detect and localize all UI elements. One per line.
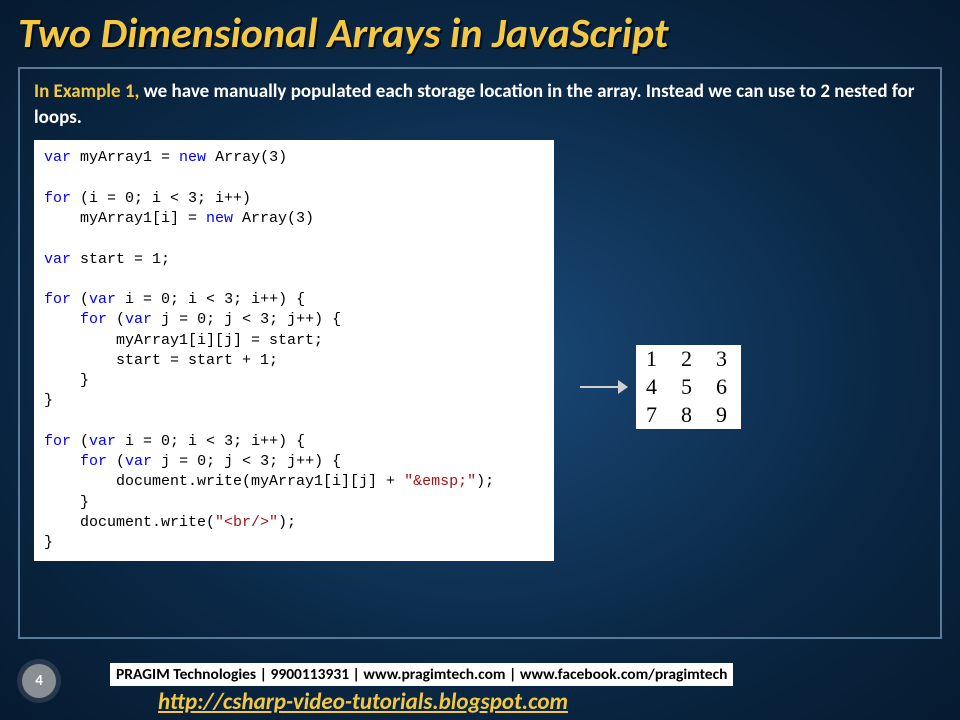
code-token: start = start + 1; bbox=[44, 352, 278, 369]
code-token: var bbox=[89, 433, 125, 450]
output-table: 123456789 bbox=[636, 345, 741, 429]
code-token: document.write( bbox=[44, 514, 215, 531]
code-token: ( bbox=[116, 311, 125, 328]
code-token: myArray1[i][j] = start; bbox=[44, 332, 323, 349]
footer: 4 PRAGIM Technologies | 9900113931 | www… bbox=[0, 658, 960, 720]
code-token: for bbox=[44, 190, 80, 207]
table-cell: 1 bbox=[636, 345, 671, 373]
code-token: } bbox=[44, 392, 53, 409]
code-token: Array(3) bbox=[215, 149, 287, 166]
code-token: document.write(myArray1[i][j] + bbox=[44, 473, 404, 490]
code-token: ( bbox=[80, 433, 89, 450]
table-cell: 3 bbox=[706, 345, 741, 373]
intro-rest: we have manually populated each storage … bbox=[34, 80, 915, 129]
code-token bbox=[44, 311, 80, 328]
code-token: } bbox=[44, 534, 53, 551]
code-token: (i = 0; i < 3; i++) bbox=[80, 190, 251, 207]
table-cell: 8 bbox=[671, 401, 706, 429]
content-panel: In Example 1, we have manually populated… bbox=[18, 67, 942, 639]
code-token: new bbox=[206, 210, 242, 227]
code-token: start = 1; bbox=[80, 251, 170, 268]
code-token: myArray1 = bbox=[80, 149, 179, 166]
code-token: for bbox=[44, 291, 80, 308]
table-row: 789 bbox=[636, 401, 741, 429]
code-token: Array(3) bbox=[242, 210, 314, 227]
table-row: 456 bbox=[636, 373, 741, 401]
code-token: ( bbox=[80, 291, 89, 308]
footer-company: PRAGIM Technologies | 9900113931 | www.p… bbox=[110, 663, 733, 686]
code-token: for bbox=[80, 453, 116, 470]
code-snippet: var myArray1 = new Array(3) for (i = 0; … bbox=[34, 140, 554, 561]
footer-link[interactable]: http://csharp-video-tutorials.blogspot.c… bbox=[158, 688, 568, 716]
code-token: new bbox=[179, 149, 215, 166]
code-token: j = 0; j < 3; j++) { bbox=[161, 311, 341, 328]
code-token: for bbox=[44, 433, 80, 450]
code-token: "<br/>" bbox=[215, 514, 278, 531]
code-token: myArray1[i] = bbox=[44, 210, 206, 227]
page-number-badge: 4 bbox=[22, 664, 56, 698]
arrow-icon bbox=[580, 380, 628, 394]
code-token: } bbox=[44, 494, 89, 511]
code-token: i = 0; i < 3; i++) { bbox=[125, 433, 305, 450]
code-token: var bbox=[125, 311, 161, 328]
code-token: ( bbox=[116, 453, 125, 470]
code-token: ); bbox=[476, 473, 494, 490]
code-token: j = 0; j < 3; j++) { bbox=[161, 453, 341, 470]
code-token: ); bbox=[278, 514, 296, 531]
table-cell: 5 bbox=[671, 373, 706, 401]
slide-title: Two Dimensional Arrays in JavaScript bbox=[0, 0, 960, 59]
table-cell: 2 bbox=[671, 345, 706, 373]
table-cell: 6 bbox=[706, 373, 741, 401]
table-cell: 7 bbox=[636, 401, 671, 429]
output-wrap: 123456789 bbox=[580, 345, 741, 429]
code-token bbox=[44, 453, 80, 470]
intro-highlight: In Example 1, bbox=[34, 80, 144, 103]
table-cell: 9 bbox=[706, 401, 741, 429]
code-token: var bbox=[44, 149, 80, 166]
code-token: i = 0; i < 3; i++) { bbox=[125, 291, 305, 308]
table-row: 123 bbox=[636, 345, 741, 373]
table-cell: 4 bbox=[636, 373, 671, 401]
intro-paragraph: In Example 1, we have manually populated… bbox=[34, 79, 926, 130]
code-token: var bbox=[125, 453, 161, 470]
code-token: var bbox=[89, 291, 125, 308]
code-token: for bbox=[80, 311, 116, 328]
code-token: "&emsp;" bbox=[404, 473, 476, 490]
code-token: } bbox=[44, 372, 89, 389]
code-token: var bbox=[44, 251, 80, 268]
